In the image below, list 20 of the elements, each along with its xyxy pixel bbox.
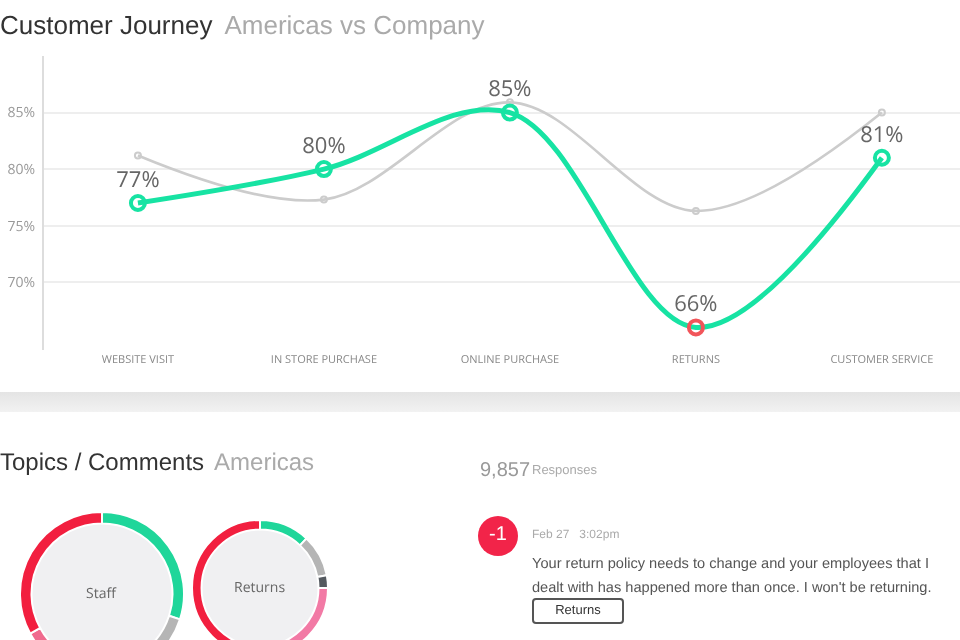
text: 9,857 <box>480 460 531 482</box>
text: Topics / Comments <box>0 448 205 476</box>
data-label: 81% <box>860 119 904 150</box>
point <box>128 194 147 212</box>
data-label: 66% <box>674 289 718 320</box>
point <box>691 206 700 215</box>
point <box>500 103 519 122</box>
text: Americas <box>214 448 315 476</box>
point <box>133 151 142 160</box>
chart-subtitle: Americas vs Company <box>224 10 485 40</box>
chart-title: Customer Journey <box>0 10 213 40</box>
data-label: 80% <box>302 130 346 161</box>
score-badge: -1 <box>478 516 518 556</box>
point <box>686 318 705 337</box>
point <box>314 160 333 179</box>
point <box>877 108 886 117</box>
data-label: 77% <box>116 164 160 195</box>
data-label: 85% <box>488 74 532 105</box>
point <box>319 195 328 204</box>
point <box>872 148 891 167</box>
